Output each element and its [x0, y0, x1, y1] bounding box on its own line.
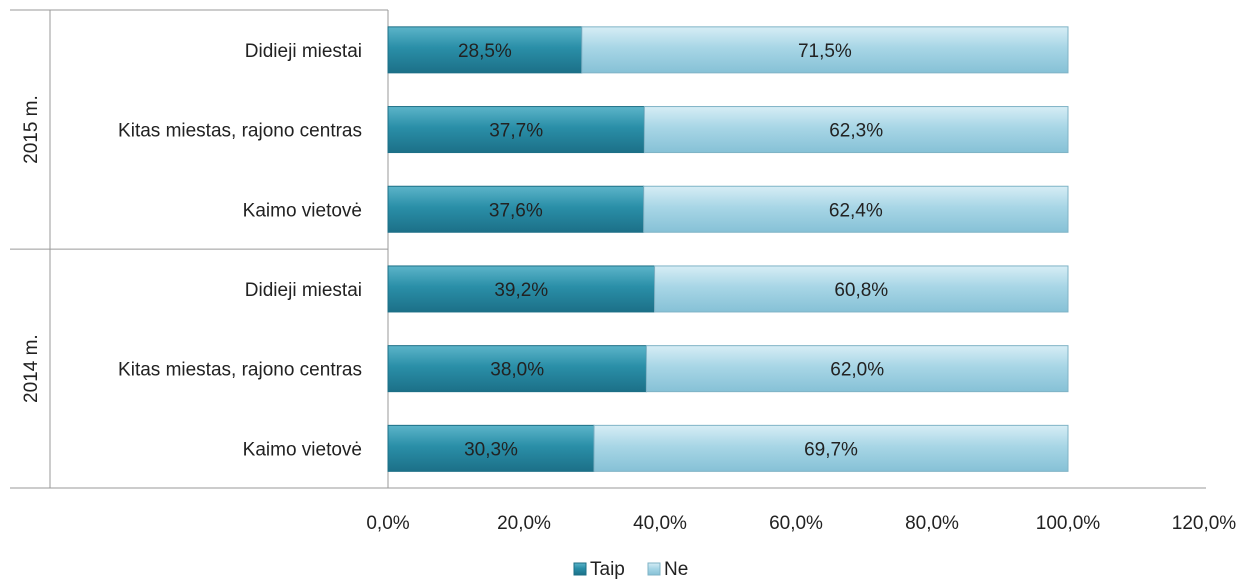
x-tick-label: 120,0%: [1172, 513, 1237, 534]
category-label: Didieji miestai: [245, 41, 362, 62]
bars-layer: [387, 26, 1069, 472]
x-tick-label: 40,0%: [633, 513, 687, 534]
bar-ne: [643, 185, 1069, 233]
group-label: 2014 m.: [21, 334, 42, 403]
group-label: 2015 m.: [21, 95, 42, 164]
category-label: Kaimo vietovė: [243, 439, 362, 460]
bar-taip: [387, 345, 647, 393]
data-label-ne: 62,4%: [829, 200, 883, 221]
category-label: Didieji miestai: [245, 280, 362, 301]
data-label-taip: 37,6%: [489, 200, 543, 221]
data-label-taip: 30,3%: [464, 439, 518, 460]
legend-swatch-ne: [647, 562, 661, 576]
legend-label-taip: Taip: [590, 559, 625, 580]
x-tick-label: 20,0%: [497, 513, 551, 534]
bar-ne: [581, 26, 1069, 74]
x-tick-label: 60,0%: [769, 513, 823, 534]
data-label-ne: 71,5%: [798, 41, 852, 62]
x-tick-label: 100,0%: [1036, 513, 1101, 534]
x-tick-label: 80,0%: [905, 513, 959, 534]
bar-taip: [387, 265, 656, 313]
labels-layer: 2015 m. Didieji miestai 28,5% 71,5% Kitas mi…: [21, 41, 888, 461]
legend-swatch-taip: [573, 562, 587, 576]
legend: Taip Ne: [573, 559, 688, 580]
bar-ne: [654, 265, 1069, 313]
data-label-taip: 28,5%: [458, 41, 512, 62]
bar-ne: [643, 106, 1069, 154]
x-axis-ticks: 0,0% 20,0% 40,0% 60,0% 80,0% 100,0% 120,0%: [366, 513, 1236, 534]
category-label: Kaimo vietovė: [243, 200, 362, 221]
data-label-ne: 69,7%: [804, 439, 858, 460]
bar-taip: [387, 424, 595, 472]
chart-frame: [10, 9, 1206, 489]
data-label-taip: 37,7%: [489, 121, 543, 142]
legend-label-ne: Ne: [664, 559, 688, 580]
data-label-ne: 62,0%: [830, 360, 884, 381]
data-label-ne: 60,8%: [834, 280, 888, 301]
bar-ne: [593, 424, 1069, 472]
data-label-taip: 39,2%: [494, 280, 548, 301]
category-label: Kitas miestas, rajono centras: [118, 360, 362, 381]
category-label: Kitas miestas, rajono centras: [118, 121, 362, 142]
bar-taip: [387, 106, 645, 154]
bar-ne: [645, 345, 1069, 393]
data-label-taip: 38,0%: [490, 360, 544, 381]
bar-taip: [387, 185, 645, 233]
data-label-ne: 62,3%: [829, 121, 883, 142]
x-tick-label: 0,0%: [366, 513, 409, 534]
bar-taip: [387, 26, 583, 74]
